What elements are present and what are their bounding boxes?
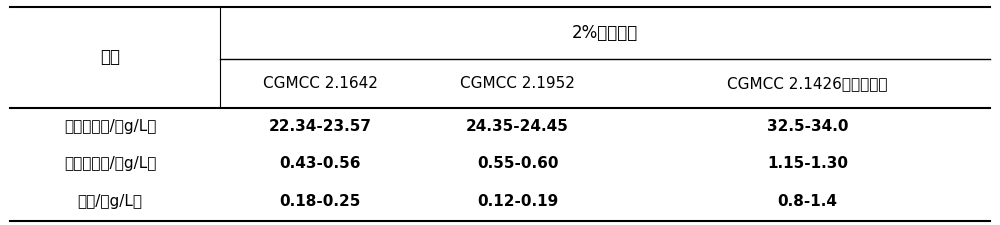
Text: 0.43-0.56: 0.43-0.56 [279,156,361,171]
Text: CGMCC 2.1426（本发明）: CGMCC 2.1426（本发明） [727,76,888,91]
Text: 0.8-1.4: 0.8-1.4 [778,194,838,209]
Text: 22.34-23.57: 22.34-23.57 [268,119,372,134]
Text: 24.35-24.45: 24.35-24.45 [466,119,569,134]
Text: 32.5-34.0: 32.5-34.0 [767,119,848,134]
Text: 糖肽/（g/L）: 糖肽/（g/L） [78,194,143,209]
Text: 氨基酸态氮/（g/L）: 氨基酸态氮/（g/L） [64,156,156,171]
Text: CGMCC 2.1952: CGMCC 2.1952 [460,76,575,91]
Text: 2%活性酵母: 2%活性酵母 [572,24,638,42]
Text: 非糖固形物/（g/L）: 非糖固形物/（g/L） [64,119,156,134]
Text: 0.18-0.25: 0.18-0.25 [279,194,361,209]
Text: 0.55-0.60: 0.55-0.60 [477,156,558,171]
Text: CGMCC 2.1642: CGMCC 2.1642 [263,76,377,91]
Text: 指标: 指标 [100,48,120,66]
Text: 1.15-1.30: 1.15-1.30 [767,156,848,171]
Text: 0.12-0.19: 0.12-0.19 [477,194,558,209]
